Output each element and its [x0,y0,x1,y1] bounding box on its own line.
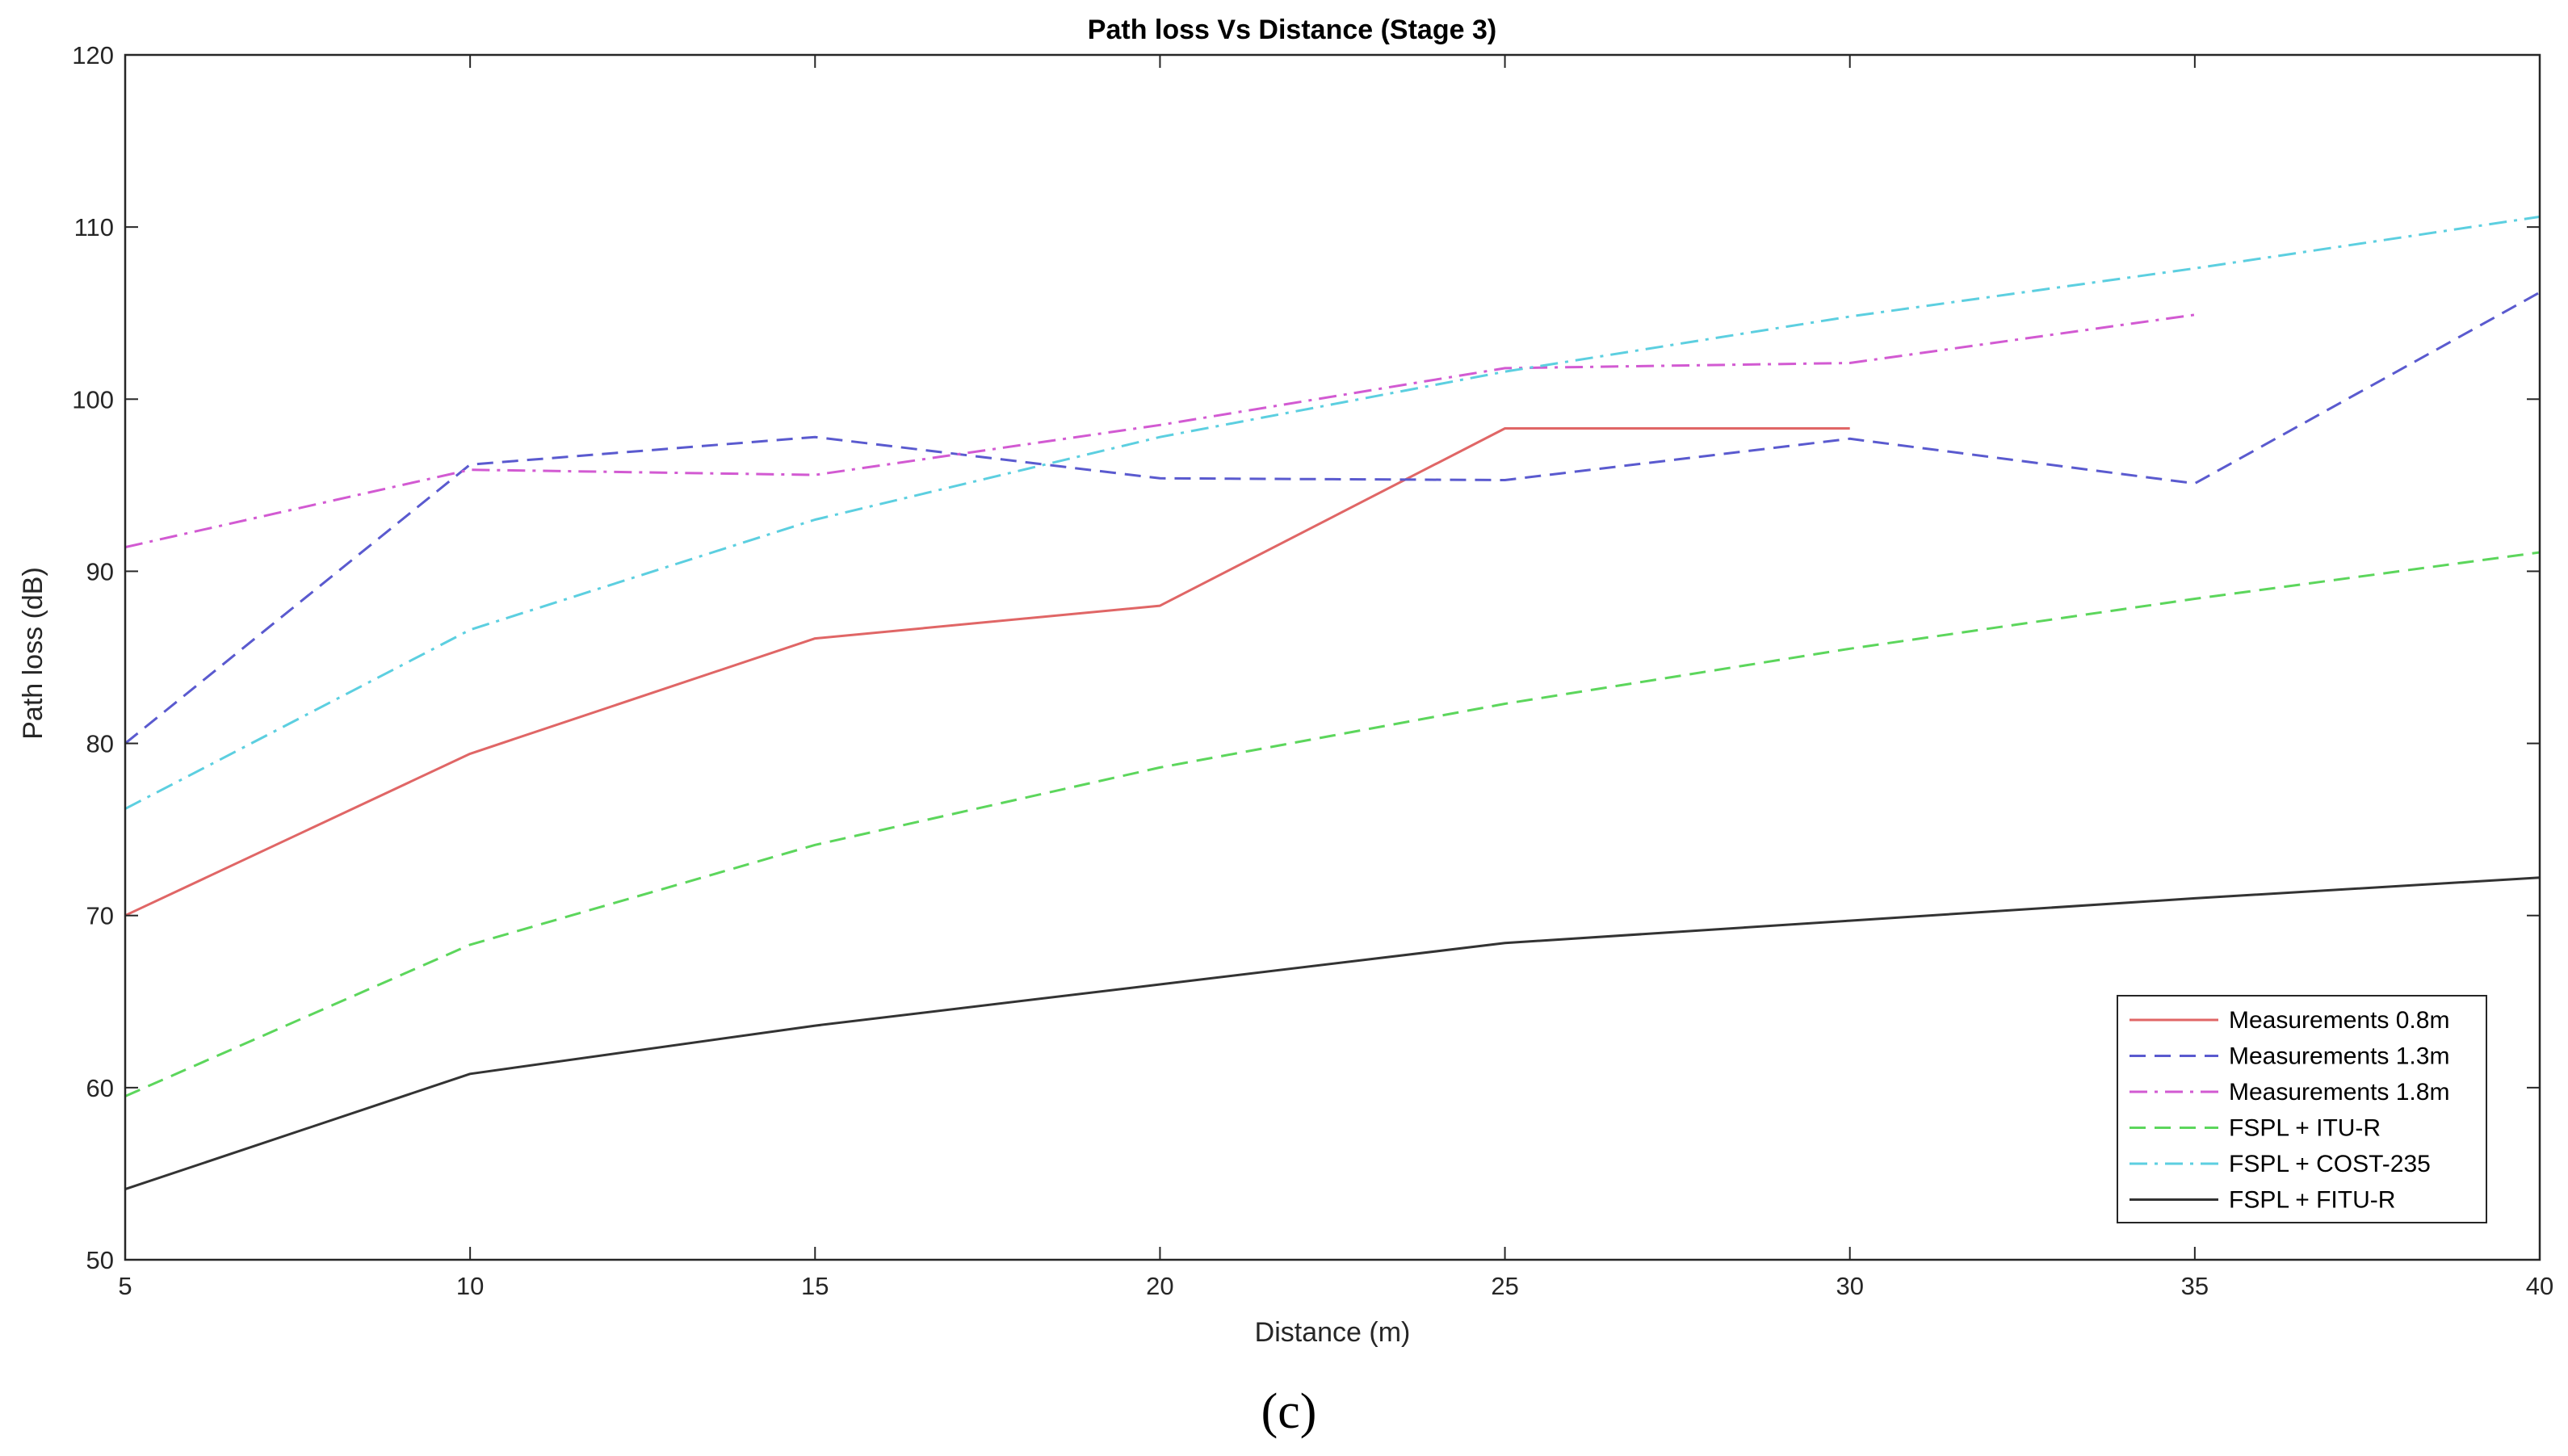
y-tick-label: 120 [72,41,114,69]
series-line-5 [124,215,2541,810]
x-tick-label: 5 [118,1272,132,1300]
legend-entry: Measurements 1.3m [2229,1043,2449,1070]
x-axis-label: Distance (m) [1255,1317,1411,1348]
legend: Measurements 0.8m Measurements 1.3m Measur… [2117,995,2487,1223]
legend-entry: Measurements 1.8m [2229,1079,2449,1106]
x-tick-label: 10 [456,1272,484,1300]
legend-box [2117,995,2487,1223]
series-line-2 [124,291,2541,745]
legend-entry: FSPL + FITU-R [2229,1187,2395,1214]
figure-caption: (c) [1261,1384,1317,1439]
plot-frame [124,53,2541,1261]
x-tick-label: 15 [801,1272,829,1300]
y-tick-label: 110 [74,213,114,241]
legend-entry: FSPL + COST-235 [2229,1151,2431,1177]
series-layer [124,215,2541,1191]
x-tick-label: 30 [1836,1272,1863,1300]
series-line-6 [124,876,2541,1191]
x-tick-label: 40 [2526,1272,2553,1300]
series-line-4 [124,551,2541,1097]
y-tick-label: 90 [86,557,114,585]
legend-entry: Measurements 0.8m [2229,1007,2449,1034]
x-tick-label: 20 [1146,1272,1173,1300]
y-tick-label: 70 [86,902,114,930]
axis-ticks: 5 10 15 20 25 30 35 40 50 60 70 80 90 100 110 120 [72,41,2553,1300]
y-tick-label: 100 [72,385,114,413]
x-tick-label: 25 [1491,1272,1518,1300]
legend-entry: FSPL + ITU-R [2229,1115,2381,1142]
y-tick-label: 80 [86,730,114,758]
series-line-3 [124,313,2196,549]
y-tick-label: 60 [86,1074,114,1102]
y-axis-label: Path loss (dB) [18,567,48,740]
y-tick-label: 50 [86,1246,114,1274]
x-tick-label: 35 [2181,1272,2209,1300]
series-line-1 [124,427,1850,917]
chart-title: Path loss Vs Distance (Stage 3) [1088,15,1496,45]
